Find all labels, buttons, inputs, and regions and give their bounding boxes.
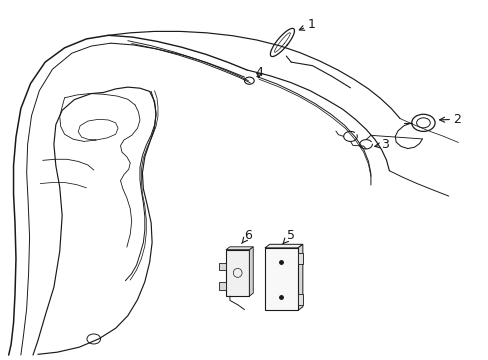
Text: 2: 2 xyxy=(439,113,461,126)
Text: 3: 3 xyxy=(374,138,388,151)
Bar xyxy=(219,282,225,290)
Polygon shape xyxy=(297,244,302,310)
Circle shape xyxy=(411,114,434,131)
Polygon shape xyxy=(264,244,302,248)
Text: 4: 4 xyxy=(255,66,263,79)
Bar xyxy=(225,249,249,296)
Text: 6: 6 xyxy=(241,229,252,243)
Polygon shape xyxy=(249,247,253,296)
Bar xyxy=(264,248,297,310)
Circle shape xyxy=(244,77,254,84)
Text: 1: 1 xyxy=(299,18,315,31)
Bar xyxy=(297,294,302,305)
Bar xyxy=(219,262,225,270)
Bar xyxy=(297,253,302,264)
Text: 5: 5 xyxy=(282,229,294,244)
Polygon shape xyxy=(225,247,253,249)
